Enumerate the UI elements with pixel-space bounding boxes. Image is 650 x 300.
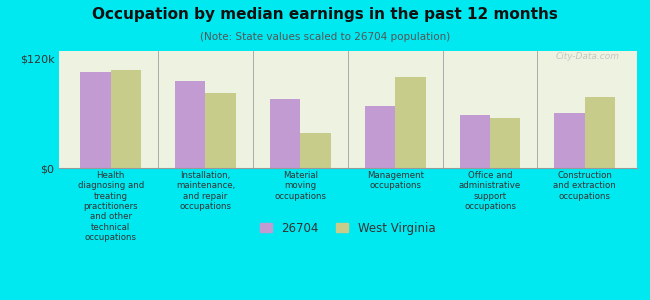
Bar [300, 133, 331, 168]
Bar [490, 118, 521, 168]
Bar [554, 113, 585, 168]
Text: (Note: State values scaled to 26704 population): (Note: State values scaled to 26704 popu… [200, 32, 450, 41]
Bar [81, 72, 110, 168]
Bar [460, 115, 490, 168]
Bar [585, 97, 615, 168]
Bar [175, 81, 205, 168]
Bar [270, 99, 300, 168]
Text: Occupation by median earnings in the past 12 months: Occupation by median earnings in the pas… [92, 8, 558, 22]
Bar [205, 93, 236, 168]
Bar [395, 76, 426, 168]
Legend: 26704, West Virginia: 26704, West Virginia [260, 222, 436, 235]
Bar [111, 70, 141, 168]
Text: City-Data.com: City-Data.com [556, 52, 619, 61]
Bar [365, 106, 395, 168]
